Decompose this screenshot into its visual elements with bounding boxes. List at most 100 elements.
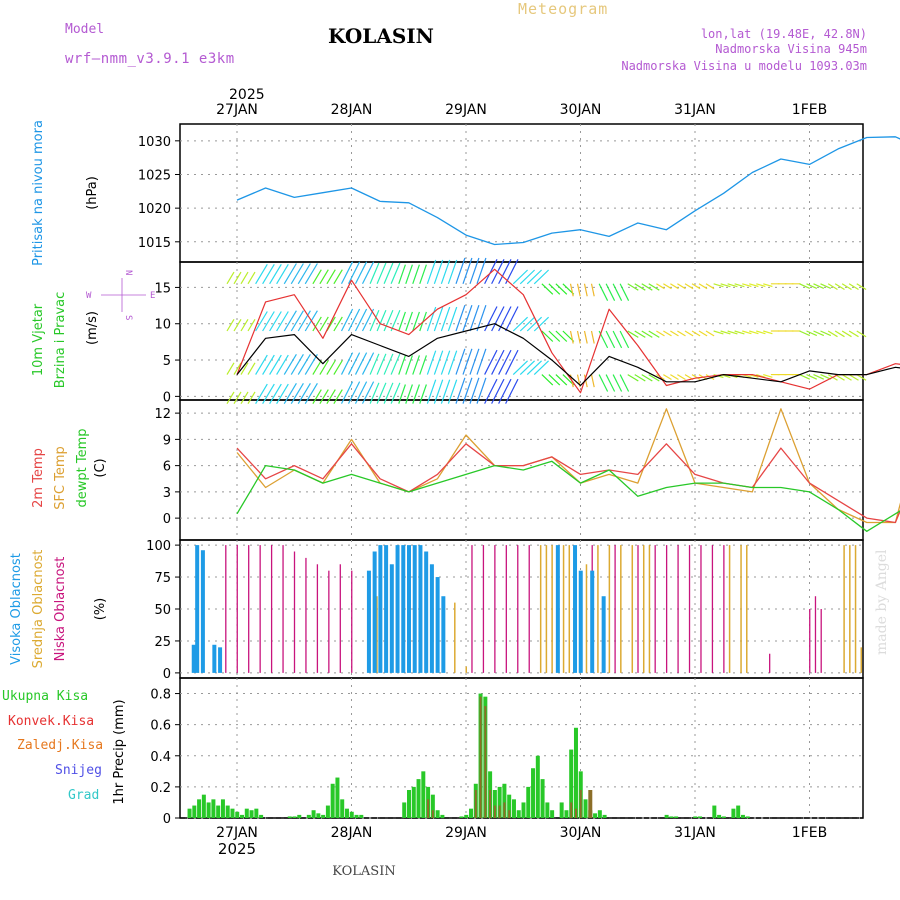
precip-total-bar (712, 805, 717, 818)
wind-barb (376, 262, 387, 285)
wind-barb (354, 381, 368, 404)
cloud-high-bar (218, 647, 223, 673)
wind-barb (763, 283, 773, 288)
precip-total-bar (535, 755, 540, 818)
pressure-layer (236, 136, 900, 246)
precip-conv-bar (574, 808, 577, 818)
wind-barb (255, 311, 268, 332)
wind-barb (433, 350, 444, 375)
wind-barb (340, 352, 354, 375)
precip-total-bar (674, 816, 679, 818)
wind-barb (269, 354, 282, 375)
wind-barb (569, 330, 574, 344)
wind-barb (848, 330, 859, 338)
hail-label: Grad (68, 788, 99, 803)
precip-total-bar (402, 802, 407, 818)
wind-barb (440, 379, 451, 404)
wind-barb (512, 269, 529, 285)
wind-barb (670, 374, 679, 381)
wind-barb (684, 330, 694, 337)
wind-barb (612, 283, 623, 301)
wind-barb (290, 382, 304, 404)
cloud-layer (191, 545, 863, 673)
wind-barb (240, 271, 249, 285)
wind-barb (841, 283, 852, 291)
wind-barb (226, 318, 235, 332)
precip-total-bar (464, 814, 469, 818)
wind-barb (412, 264, 420, 284)
top-day-label: 1FEB (792, 102, 827, 118)
precip-total-bar (583, 799, 588, 818)
precip-total-bar (717, 814, 722, 818)
precip-total-bar (211, 799, 216, 818)
wind-barb (576, 283, 581, 297)
wind-barb (319, 316, 329, 332)
wind-barb (619, 283, 630, 301)
precip-total-bar (316, 813, 321, 818)
precip-total-bar (497, 786, 502, 818)
wind-barb (663, 330, 672, 337)
precip-total-bar (745, 816, 750, 818)
pressure-line (236, 136, 900, 246)
cloud-high-bar (200, 550, 205, 673)
wind-barb (799, 330, 811, 337)
wind-barb (820, 374, 832, 380)
cloud-high-bar (590, 570, 595, 673)
wind-barb (663, 374, 672, 381)
wind-barb (806, 330, 818, 337)
wind-barb (333, 269, 343, 285)
wind-barb (240, 391, 249, 404)
precip-total-bar (736, 805, 741, 818)
wind-barb (512, 316, 529, 332)
elevation-info: Nadmorska Visina 945m (715, 42, 867, 56)
wind-barb (806, 374, 818, 380)
wind-barb (233, 271, 242, 285)
precip-total-bar (698, 816, 703, 818)
y-tick-label: 6 (163, 460, 171, 475)
wind-barb (433, 379, 444, 404)
wind-layer (226, 257, 900, 404)
wind-barb (691, 330, 701, 337)
wind-barb (269, 263, 282, 285)
wind-barb (390, 382, 401, 404)
wind-barb (447, 350, 458, 375)
precip-total-bar (244, 808, 249, 818)
precip-total-bar (459, 816, 464, 818)
y-tick-label: 50 (154, 603, 171, 618)
wind-barb (290, 353, 304, 375)
wind-barb (376, 309, 387, 332)
cloud-high-bar (195, 545, 200, 673)
wind-barb (269, 383, 282, 404)
wind-barb (233, 391, 242, 404)
compass-s: S (123, 315, 133, 320)
cloud-high-bar (573, 545, 578, 673)
wind-ylabel-1: 10m Vjetar (31, 303, 46, 376)
wind-barb (312, 360, 322, 375)
wind-barb (612, 330, 623, 349)
wind-barb (255, 263, 268, 285)
wind-barb (713, 330, 724, 335)
wind-barb (361, 352, 375, 375)
precip-conv-bar (431, 810, 434, 818)
precip-total-bar (430, 794, 435, 818)
cloud-high-bar (418, 545, 423, 673)
wind-barb (698, 283, 708, 290)
wind-barb (619, 374, 630, 392)
wind-barb (398, 355, 406, 375)
wind-barb (469, 348, 480, 375)
wind-barb (455, 348, 466, 375)
precip-total-bar (254, 808, 259, 818)
wind-barb (799, 283, 811, 289)
wind-barb (484, 349, 498, 375)
wind-barb (484, 259, 498, 285)
wind-barb (813, 283, 825, 289)
precip-total-bar (721, 816, 726, 818)
precip-total-bar (569, 749, 574, 818)
precip-total-bar (306, 814, 311, 818)
y-tick-label: 0.2 (150, 781, 171, 796)
dewpt-label: dewpt Temp (75, 428, 90, 507)
wind-barb (598, 374, 609, 392)
wind-barb (297, 382, 311, 404)
wind-barb (333, 389, 343, 404)
pressure-unit: (hPa) (85, 176, 100, 210)
